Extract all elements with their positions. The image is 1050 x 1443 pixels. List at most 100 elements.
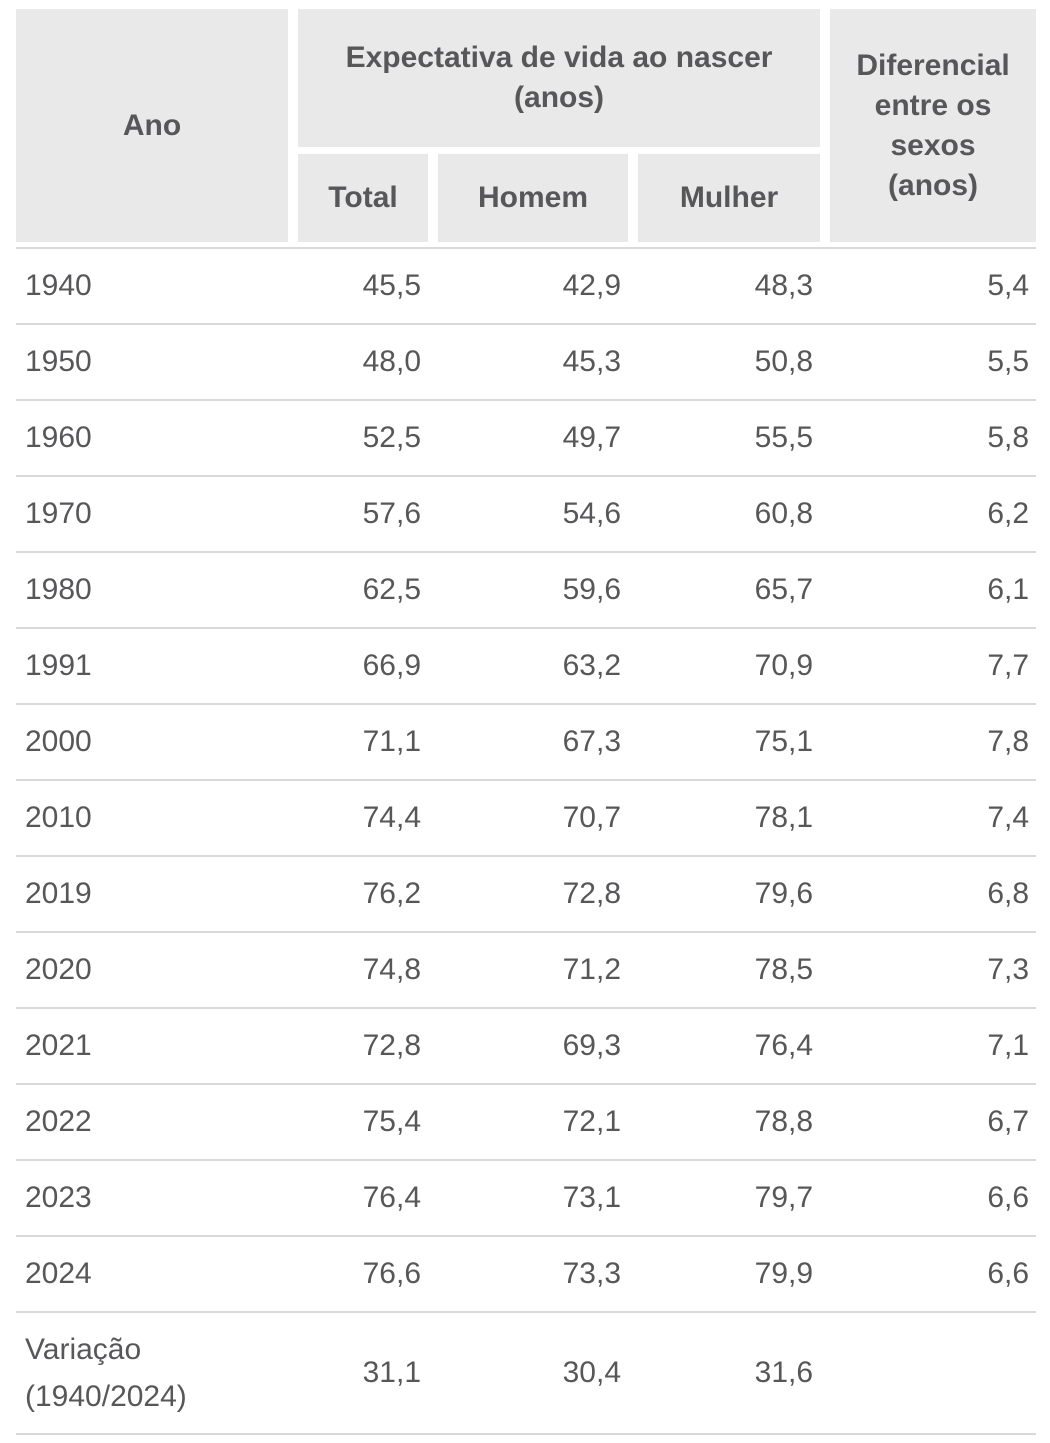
mulher-cell: 79,9 [628,1235,821,1311]
total-cell: 72,8 [288,1007,428,1083]
column-header-mulher: Mulher [628,154,821,247]
homem-cell: 70,7 [428,779,628,855]
homem-cell: 42,9 [428,247,628,323]
header-row-group: Ano Expectativa de vida ao nascer (anos)… [16,9,1037,247]
homem-cell: 59,6 [428,551,628,627]
homem-cell: 69,3 [428,1007,628,1083]
mulher-cell: 78,8 [628,1083,821,1159]
mulher-cell: 65,7 [628,551,821,627]
diferencial-cell: 5,4 [820,247,1037,323]
diferencial-cell: 7,7 [820,627,1037,703]
total-cell: 74,8 [288,931,428,1007]
homem-cell: 72,1 [428,1083,628,1159]
homem-cell: 45,3 [428,323,628,399]
table-row: 2000 71,1 67,3 75,1 7,8 [16,703,1037,779]
table-row: 2023 76,4 73,1 79,7 6,6 [16,1159,1037,1235]
table-row: 2024 76,6 73,3 79,9 6,6 [16,1235,1037,1311]
header-row-sub: Total Homem Mulher [16,154,1036,247]
mulher-cell: 55,5 [628,399,821,475]
diferencial-cell [820,1311,1037,1435]
total-cell: 31,1 [288,1311,428,1435]
homem-cell: 72,8 [428,855,628,931]
total-cell: 48,0 [288,323,428,399]
diferencial-cell: 5,8 [820,399,1037,475]
homem-cell: 73,3 [428,1235,628,1311]
total-cell: 45,5 [288,247,428,323]
mulher-cell: 60,8 [628,475,821,551]
column-header-diferencial: Diferencial entre os sexos (anos) [820,9,1037,247]
table-row: 1960 52,5 49,7 55,5 5,8 [16,399,1037,475]
year-cell: 2024 [16,1235,288,1311]
total-cell: 75,4 [288,1083,428,1159]
mulher-cell: 31,6 [628,1311,821,1435]
year-cell: 2000 [16,703,288,779]
homem-cell: 73,1 [428,1159,628,1235]
total-cell: 62,5 [288,551,428,627]
table-header: Ano Expectativa de vida ao nascer (anos)… [16,9,1037,247]
year-cell: 1991 [16,627,288,703]
column-header-group-expectativa: Expectativa de vida ao nascer (anos) [288,9,821,154]
diferencial-cell: 7,4 [820,779,1037,855]
diferencial-cell: 6,6 [820,1159,1037,1235]
mulher-cell: 48,3 [628,247,821,323]
homem-cell: 30,4 [428,1311,628,1435]
year-cell: 2020 [16,931,288,1007]
table-row: 1950 48,0 45,3 50,8 5,5 [16,323,1037,399]
homem-cell: 63,2 [428,627,628,703]
table-row: 1940 45,5 42,9 48,3 5,4 [16,247,1037,323]
table-row: 2022 75,4 72,1 78,8 6,7 [16,1083,1037,1159]
year-cell: 1970 [16,475,288,551]
total-cell: 74,4 [288,779,428,855]
life-expectancy-table: Ano Expectativa de vida ao nascer (anos)… [16,9,1037,1435]
diferencial-cell: 7,1 [820,1007,1037,1083]
mulher-cell: 76,4 [628,1007,821,1083]
table-row: 1980 62,5 59,6 65,7 6,1 [16,551,1037,627]
summary-label-cell: Variação (1940/2024) [16,1311,288,1435]
diferencial-cell: 6,8 [820,855,1037,931]
diferencial-cell: 6,7 [820,1083,1037,1159]
table-row: 1970 57,6 54,6 60,8 6,2 [16,475,1037,551]
year-cell: 2023 [16,1159,288,1235]
year-cell: 1950 [16,323,288,399]
homem-cell: 67,3 [428,703,628,779]
year-cell: 1940 [16,247,288,323]
summary-row: Variação (1940/2024) 31,1 30,4 31,6 [16,1311,1037,1435]
column-header-homem: Homem [428,154,628,247]
total-cell: 76,6 [288,1235,428,1311]
homem-cell: 54,6 [428,475,628,551]
total-cell: 76,4 [288,1159,428,1235]
table-row: 2010 74,4 70,7 78,1 7,4 [16,779,1037,855]
mulher-cell: 78,1 [628,779,821,855]
mulher-cell: 79,7 [628,1159,821,1235]
diferencial-cell: 7,8 [820,703,1037,779]
year-cell: 1980 [16,551,288,627]
diferencial-cell: 7,3 [820,931,1037,1007]
table-row: 1991 66,9 63,2 70,9 7,7 [16,627,1037,703]
year-cell: 2019 [16,855,288,931]
diferencial-cell: 6,1 [820,551,1037,627]
year-cell: 1960 [16,399,288,475]
diferencial-cell: 5,5 [820,323,1037,399]
total-cell: 76,2 [288,855,428,931]
year-cell: 2021 [16,1007,288,1083]
total-cell: 52,5 [288,399,428,475]
mulher-cell: 75,1 [628,703,821,779]
year-cell: 2010 [16,779,288,855]
table-row: 2019 76,2 72,8 79,6 6,8 [16,855,1037,931]
mulher-cell: 78,5 [628,931,821,1007]
year-cell: 2022 [16,1083,288,1159]
mulher-cell: 79,6 [628,855,821,931]
diferencial-cell: 6,6 [820,1235,1037,1311]
total-cell: 71,1 [288,703,428,779]
table-row: 2021 72,8 69,3 76,4 7,1 [16,1007,1037,1083]
table-body: 1940 45,5 42,9 48,3 5,4 1950 48,0 45,3 5… [16,247,1037,1435]
column-header-total: Total [288,154,428,247]
table-row: 2020 74,8 71,2 78,5 7,3 [16,931,1037,1007]
homem-cell: 71,2 [428,931,628,1007]
homem-cell: 49,7 [428,399,628,475]
total-cell: 66,9 [288,627,428,703]
total-cell: 57,6 [288,475,428,551]
mulher-cell: 50,8 [628,323,821,399]
column-header-ano: Ano [16,9,288,247]
